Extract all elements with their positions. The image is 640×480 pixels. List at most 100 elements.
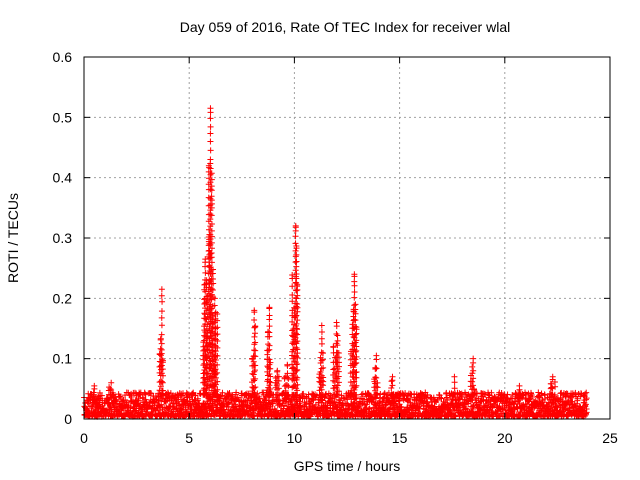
data-point bbox=[288, 397, 295, 404]
data-point bbox=[390, 391, 397, 398]
data-point bbox=[208, 285, 215, 292]
data-point bbox=[352, 306, 359, 313]
data-point bbox=[208, 212, 215, 219]
data-point bbox=[298, 405, 305, 412]
data-point bbox=[318, 357, 325, 364]
data-points bbox=[81, 105, 590, 420]
data-point bbox=[334, 332, 341, 339]
data-point bbox=[219, 389, 226, 396]
data-point bbox=[574, 397, 581, 404]
data-point bbox=[470, 382, 477, 389]
data-point bbox=[214, 317, 221, 324]
data-point bbox=[353, 374, 360, 381]
data-point bbox=[351, 378, 358, 385]
x-axis-label: GPS time / hours bbox=[294, 458, 401, 474]
data-point bbox=[251, 307, 258, 314]
data-point bbox=[572, 403, 579, 410]
data-point bbox=[202, 387, 209, 394]
data-point bbox=[275, 385, 282, 392]
data-point bbox=[251, 347, 258, 354]
data-point bbox=[157, 335, 164, 342]
data-point bbox=[265, 341, 272, 348]
data-point bbox=[294, 331, 301, 338]
data-point bbox=[353, 337, 360, 344]
data-point bbox=[451, 379, 458, 386]
data-point bbox=[275, 373, 282, 380]
data-point bbox=[284, 370, 291, 377]
data-point bbox=[292, 247, 299, 254]
data-point bbox=[388, 378, 395, 385]
data-point bbox=[318, 349, 325, 356]
data-point bbox=[389, 373, 396, 380]
data-point bbox=[352, 301, 359, 308]
data-point bbox=[117, 394, 124, 401]
data-point bbox=[212, 381, 219, 388]
data-point bbox=[451, 385, 458, 392]
data-point bbox=[205, 211, 212, 218]
data-point bbox=[252, 347, 259, 354]
data-point bbox=[91, 382, 98, 389]
data-point bbox=[266, 370, 273, 377]
data-point bbox=[469, 370, 476, 377]
data-point bbox=[319, 391, 326, 398]
data-point bbox=[252, 384, 259, 391]
data-point bbox=[318, 328, 325, 335]
data-point bbox=[159, 357, 166, 364]
data-point bbox=[192, 392, 199, 399]
data-point bbox=[351, 294, 358, 301]
data-point bbox=[294, 281, 301, 288]
data-point bbox=[214, 337, 221, 344]
data-point bbox=[335, 359, 342, 366]
data-point bbox=[437, 394, 444, 401]
x-tick-label: 5 bbox=[185, 430, 193, 446]
data-point bbox=[294, 360, 301, 367]
data-point bbox=[252, 391, 259, 398]
data-point bbox=[342, 405, 349, 412]
data-point bbox=[142, 391, 149, 398]
data-point bbox=[294, 338, 301, 345]
data-point bbox=[267, 391, 274, 398]
data-point bbox=[107, 385, 114, 392]
data-point bbox=[214, 344, 221, 351]
data-point bbox=[293, 258, 300, 265]
data-point bbox=[208, 220, 215, 227]
data-point bbox=[212, 366, 219, 373]
data-point bbox=[281, 402, 288, 409]
data-point bbox=[416, 403, 423, 410]
data-point bbox=[292, 233, 299, 240]
data-point bbox=[349, 352, 356, 359]
data-point bbox=[208, 259, 215, 266]
data-point bbox=[407, 395, 414, 402]
data-point bbox=[292, 253, 299, 260]
data-point bbox=[451, 373, 458, 380]
data-point bbox=[173, 399, 180, 406]
data-point bbox=[470, 386, 477, 393]
data-point bbox=[391, 394, 398, 401]
data-point bbox=[158, 314, 165, 321]
data-point bbox=[207, 130, 214, 137]
data-point bbox=[469, 363, 476, 370]
data-point bbox=[551, 391, 558, 398]
data-point bbox=[251, 333, 258, 340]
data-point bbox=[386, 405, 393, 412]
data-point bbox=[292, 267, 299, 274]
data-point bbox=[207, 186, 214, 193]
data-point bbox=[214, 361, 221, 368]
data-point bbox=[469, 378, 476, 385]
data-point bbox=[319, 350, 326, 357]
data-point bbox=[294, 346, 301, 353]
data-point bbox=[318, 386, 325, 393]
data-point bbox=[289, 292, 296, 299]
data-point bbox=[427, 395, 434, 402]
data-point bbox=[158, 286, 165, 293]
data-point bbox=[352, 331, 359, 338]
data-point bbox=[252, 323, 259, 330]
data-point bbox=[549, 373, 556, 380]
data-point bbox=[352, 348, 359, 355]
data-point bbox=[267, 359, 274, 366]
data-point bbox=[293, 251, 300, 258]
y-tick-label: 0.3 bbox=[53, 230, 73, 246]
data-point bbox=[234, 394, 241, 401]
data-point bbox=[267, 373, 274, 380]
data-point bbox=[529, 394, 536, 401]
